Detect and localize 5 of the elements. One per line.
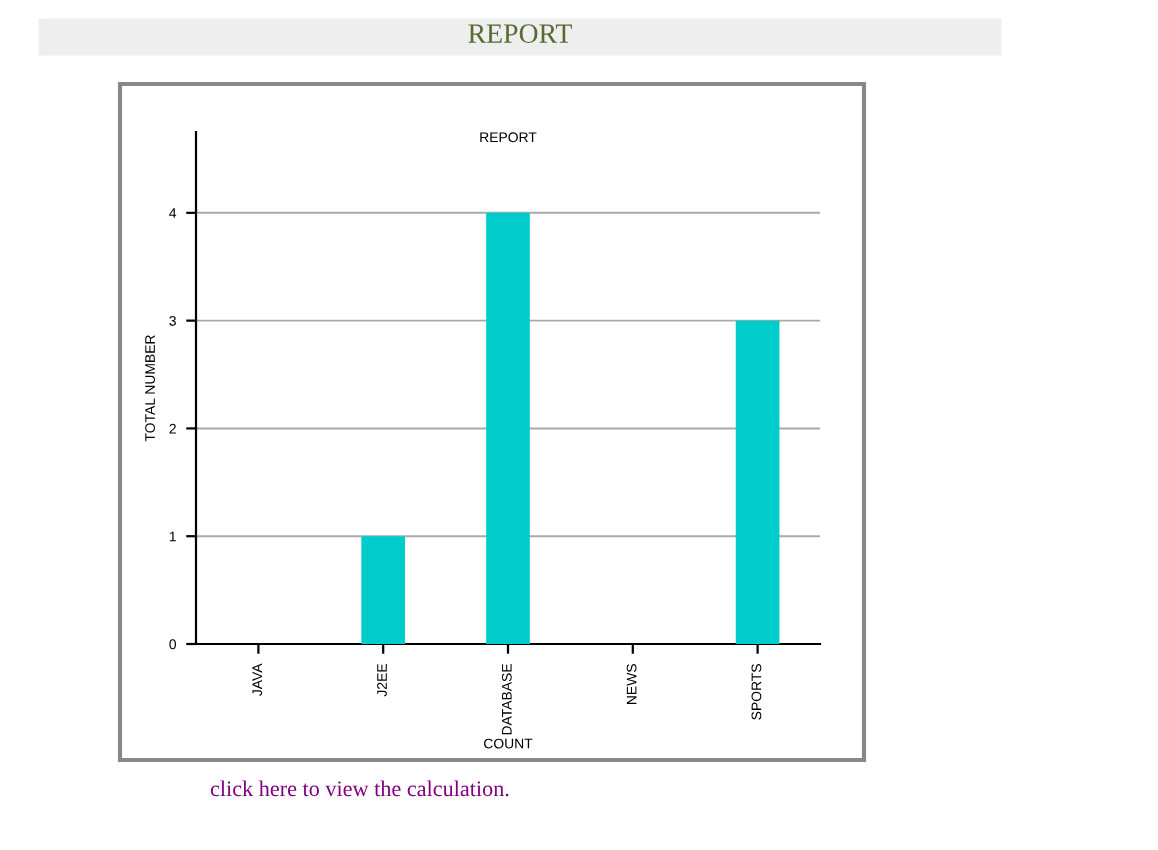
text: click here to view the calculation. xyxy=(210,780,509,797)
bar xyxy=(486,212,530,644)
bar xyxy=(735,320,780,644)
bar xyxy=(361,536,406,644)
chart-title: REPORT xyxy=(468,24,572,43)
